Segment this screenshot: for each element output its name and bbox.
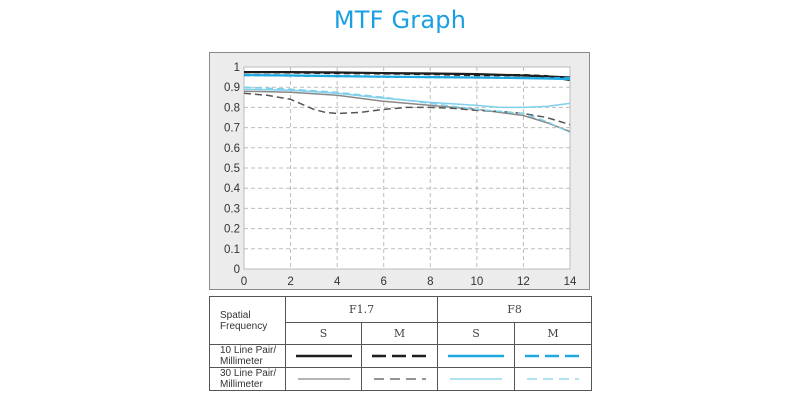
- legend-swatch-cell: [514, 344, 593, 368]
- legend-swatch-cell: [514, 367, 593, 391]
- legend-direction-s: S: [285, 322, 362, 345]
- x-tick-label: 6: [381, 276, 387, 288]
- legend-direction-s: S: [437, 322, 516, 345]
- legend-spatial-frequency-label: Spatial Frequency: [209, 296, 286, 345]
- legend-table: Spatial Frequency F1.7 F8 S M S M 10 Lin…: [209, 296, 593, 391]
- x-tick-label: 14: [564, 276, 577, 288]
- x-tick-label: 10: [470, 276, 483, 288]
- y-tick-label: 0.9: [224, 82, 240, 94]
- x-tick-label: 8: [427, 276, 433, 288]
- legend-row-10lp: 10 Line Pair/ Millimeter: [209, 344, 286, 368]
- y-tick-label: 0: [234, 264, 240, 276]
- y-tick-label: 1: [234, 62, 240, 74]
- x-tick-label: 2: [287, 276, 293, 288]
- series-line-f8-30lp-s: [243, 88, 571, 109]
- legend-swatch-cell: [285, 367, 362, 391]
- y-tick-label: 0.5: [224, 163, 240, 175]
- legend-swatch-f17-10lp-m: [371, 354, 428, 358]
- legend-swatch-cell: [437, 344, 516, 368]
- legend-swatch-f8-30lp-s: [450, 378, 503, 380]
- x-tick-label: 12: [517, 276, 530, 288]
- series-line-f8-10lp-m: [243, 74, 570, 80]
- legend-swatch-cell: [360, 367, 439, 391]
- series-line-f17-30lp-m: [243, 92, 571, 126]
- y-tick-label: 0.8: [224, 102, 240, 114]
- y-tick-label: 0.6: [224, 143, 240, 155]
- mtf-chart-svg: 00.10.20.30.40.50.60.70.80.910 2 4 6 8 10 12 14: [224, 62, 577, 288]
- series-line-f8-30lp-m: [243, 86, 571, 134]
- series-line-f17-30lp-s: [243, 90, 571, 133]
- legend-swatch-cell: [285, 344, 362, 368]
- legend-aperture-f17: F1.7: [284, 296, 439, 323]
- legend-aperture-f8: F8: [437, 296, 593, 323]
- y-tick-label: 0.7: [224, 123, 240, 135]
- legend-swatch-f17-30lp-s: [297, 378, 350, 380]
- plot-border: [243, 66, 571, 270]
- y-tick-label: 0.3: [224, 203, 240, 215]
- series-line-f17-10lp-m: [243, 71, 571, 82]
- legend-swatch-cell: [437, 367, 516, 391]
- legend-swatch-cell: [360, 344, 439, 368]
- legend-swatch-f8-10lp-s: [448, 354, 505, 358]
- legend-swatch-f17-10lp-s: [295, 354, 352, 358]
- page-title: MTF Graph: [333, 6, 467, 34]
- legend-row-30lp: 30 Line Pair/ Millimeter: [209, 367, 286, 391]
- legend-swatch-f17-30lp-m: [373, 378, 426, 380]
- y-tick-label: 0.1: [224, 244, 240, 256]
- y-tick-label: 0.4: [224, 183, 241, 195]
- legend-swatch-f8-10lp-m: [525, 354, 582, 358]
- x-tick-label: 4: [334, 276, 341, 288]
- legend-direction-m: M: [514, 322, 593, 345]
- mtf-chart: 0 0.1 0.2 0.3 0.4 0.5 0.6 0.7 0.8 0.9 1 0 2 4 6 8 10 12 14: [209, 52, 590, 290]
- legend-direction-m: M: [360, 322, 439, 345]
- y-tick-label: 0.2: [224, 224, 240, 236]
- x-tick-label: 0: [241, 276, 247, 288]
- legend-swatch-f8-30lp-m: [527, 378, 580, 380]
